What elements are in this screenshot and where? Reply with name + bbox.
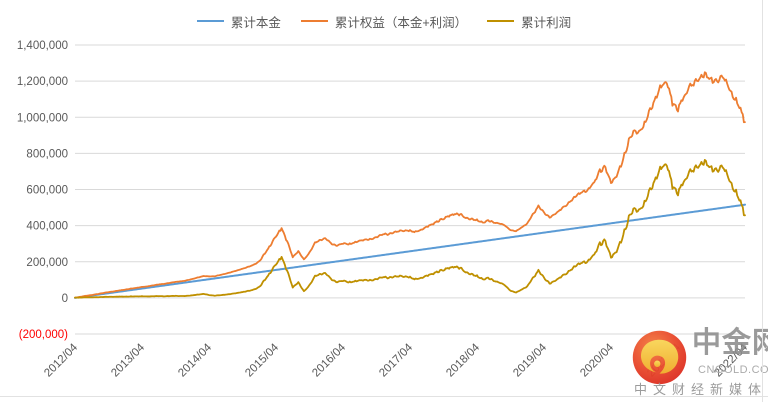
page-frame-bottom-border [0, 396, 768, 397]
chart-legend: 累计本金 累计权益（本金+利润） 累计利润 [0, 10, 768, 32]
x-axis-tick-label: 2014/04 [176, 341, 214, 379]
y-axis-tick-label: 600,000 [26, 185, 68, 197]
x-axis-tick-label: 2015/04 [243, 341, 281, 379]
x-axis-tick-label: 2019/04 [511, 341, 549, 379]
page-frame-right-border [762, 0, 763, 402]
legend-item-2: 累计利润 [487, 12, 571, 31]
y-axis-tick-label: 0 [62, 293, 68, 305]
y-axis-tick-label: (200,000) [19, 329, 68, 341]
legend-line-swatch [487, 20, 515, 22]
x-axis-tick-label: 2013/04 [109, 341, 147, 379]
x-axis-tick-label: 2022/04 [712, 341, 750, 379]
y-axis-tick-label: 1,200,000 [17, 76, 68, 88]
x-axis-tick-label: 2020/04 [578, 341, 616, 379]
legend-item-1: 累计权益（本金+利润） [300, 12, 468, 31]
legend-line-swatch [196, 20, 224, 22]
y-axis-tick-label: 200,000 [26, 257, 68, 269]
y-axis-tick-label: 800,000 [26, 148, 68, 160]
x-axis-tick-label: 2021/04 [645, 341, 683, 379]
x-axis-tick-label: 2016/04 [310, 341, 348, 379]
y-axis-tick-label: 400,000 [26, 221, 68, 233]
x-axis-tick-label: 2018/04 [444, 341, 482, 379]
y-axis-tick-label: 1,400,000 [17, 40, 68, 52]
x-axis-tick-label: 2012/04 [42, 341, 80, 379]
series-line-equity [74, 71, 746, 299]
legend-label: 累计本金 [230, 15, 281, 30]
y-axis-tick-label: 1,000,000 [17, 112, 68, 124]
series-line-profit [74, 159, 746, 299]
series-line-principal [74, 203, 746, 299]
legend-label: 累计权益（本金+利润） [334, 15, 468, 30]
legend-line-swatch [300, 20, 328, 22]
x-axis-tick-label: 2017/04 [377, 341, 415, 379]
legend-item-0: 累计本金 [196, 12, 281, 31]
legend-label: 累计利润 [521, 15, 572, 30]
